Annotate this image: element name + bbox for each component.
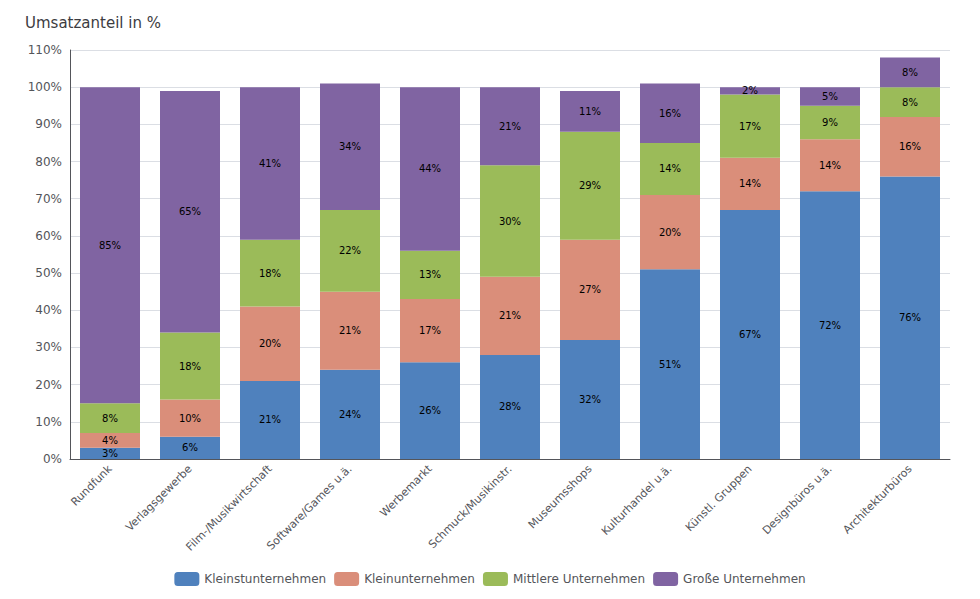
svg-text:20%: 20% xyxy=(259,338,281,349)
svg-text:Werbemarkt: Werbemarkt xyxy=(377,462,435,520)
svg-text:9%: 9% xyxy=(822,117,838,128)
svg-text:26%: 26% xyxy=(419,405,441,416)
svg-text:3%: 3% xyxy=(102,448,118,459)
svg-text:16%: 16% xyxy=(899,141,921,152)
svg-text:Kleinunternehmen: Kleinunternehmen xyxy=(364,572,475,586)
svg-text:17%: 17% xyxy=(739,121,761,132)
svg-text:21%: 21% xyxy=(499,121,521,132)
svg-text:110%: 110% xyxy=(28,43,62,57)
svg-text:13%: 13% xyxy=(419,269,441,280)
svg-text:Umsatzanteil in %: Umsatzanteil in % xyxy=(25,14,161,32)
svg-text:Schmuck/Musikinstr.: Schmuck/Musikinstr. xyxy=(426,462,515,551)
svg-text:10%: 10% xyxy=(35,415,62,429)
svg-text:30%: 30% xyxy=(499,216,521,227)
svg-text:85%: 85% xyxy=(99,240,121,251)
svg-text:44%: 44% xyxy=(419,163,441,174)
svg-text:80%: 80% xyxy=(35,155,62,169)
svg-text:20%: 20% xyxy=(35,378,62,392)
svg-text:10%: 10% xyxy=(179,413,201,424)
svg-text:18%: 18% xyxy=(259,268,281,279)
svg-text:8%: 8% xyxy=(102,413,118,424)
svg-text:28%: 28% xyxy=(499,401,521,412)
svg-text:41%: 41% xyxy=(259,158,281,169)
svg-text:70%: 70% xyxy=(35,192,62,206)
svg-text:Mittlere Unternehmen: Mittlere Unternehmen xyxy=(513,572,645,586)
svg-text:Designbüros u.ä.: Designbüros u.ä. xyxy=(760,462,835,537)
svg-text:17%: 17% xyxy=(419,325,441,336)
svg-text:8%: 8% xyxy=(902,97,918,108)
svg-text:72%: 72% xyxy=(819,320,841,331)
svg-text:21%: 21% xyxy=(339,325,361,336)
svg-text:90%: 90% xyxy=(35,117,62,131)
svg-text:22%: 22% xyxy=(339,245,361,256)
svg-text:Kulturhandel u.ä.: Kulturhandel u.ä. xyxy=(599,462,675,538)
svg-text:34%: 34% xyxy=(339,141,361,152)
svg-text:50%: 50% xyxy=(35,266,62,280)
svg-text:0%: 0% xyxy=(43,452,62,466)
svg-text:5%: 5% xyxy=(822,91,838,102)
svg-text:18%: 18% xyxy=(179,361,201,372)
svg-text:76%: 76% xyxy=(899,312,921,323)
svg-text:Architekturbüros: Architekturbüros xyxy=(841,462,915,536)
svg-text:21%: 21% xyxy=(259,414,281,425)
svg-text:65%: 65% xyxy=(179,206,201,217)
svg-text:32%: 32% xyxy=(579,394,601,405)
svg-text:40%: 40% xyxy=(35,303,62,317)
svg-text:Film-/Musikwirtschaft: Film-/Musikwirtschaft xyxy=(183,462,275,554)
svg-text:67%: 67% xyxy=(739,329,761,340)
svg-text:Künstl. Gruppen: Künstl. Gruppen xyxy=(683,462,755,534)
svg-text:2%: 2% xyxy=(742,85,758,96)
svg-text:14%: 14% xyxy=(659,163,681,174)
svg-text:8%: 8% xyxy=(902,67,918,78)
svg-text:21%: 21% xyxy=(499,310,521,321)
svg-text:Software/Games u.ä.: Software/Games u.ä. xyxy=(264,462,354,552)
svg-text:14%: 14% xyxy=(819,160,841,171)
svg-text:Rundfunk: Rundfunk xyxy=(69,462,116,509)
svg-text:Museumsshops: Museumsshops xyxy=(526,462,595,531)
svg-text:51%: 51% xyxy=(659,359,681,370)
svg-text:100%: 100% xyxy=(28,80,62,94)
svg-text:16%: 16% xyxy=(659,108,681,119)
svg-text:29%: 29% xyxy=(579,180,601,191)
svg-text:Verlagsgewerbe: Verlagsgewerbe xyxy=(123,462,195,534)
svg-text:24%: 24% xyxy=(339,409,361,420)
svg-text:6%: 6% xyxy=(182,442,198,453)
svg-text:11%: 11% xyxy=(579,106,601,117)
svg-text:14%: 14% xyxy=(739,178,761,189)
svg-text:60%: 60% xyxy=(35,229,62,243)
svg-text:Große Unternehmen: Große Unternehmen xyxy=(683,572,806,586)
svg-text:27%: 27% xyxy=(579,284,601,295)
svg-text:4%: 4% xyxy=(102,435,118,446)
svg-text:20%: 20% xyxy=(659,227,681,238)
svg-text:Kleinstunternehmen: Kleinstunternehmen xyxy=(204,572,326,586)
svg-text:30%: 30% xyxy=(35,340,62,354)
